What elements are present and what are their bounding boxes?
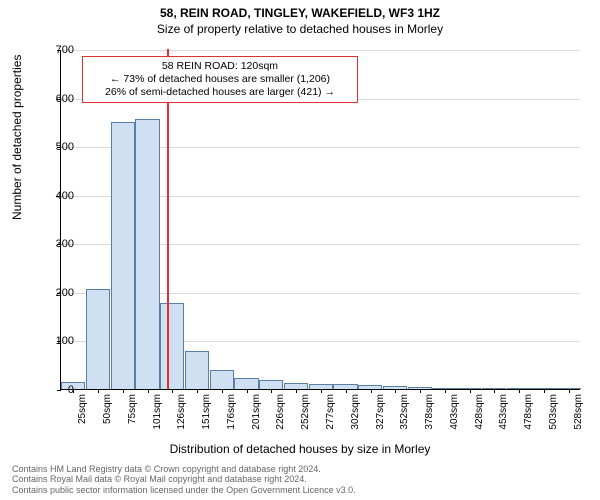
xtick-label: 528sqm (573, 394, 584, 434)
chart-area: 25sqm50sqm75sqm101sqm126sqm151sqm176sqm2… (60, 50, 580, 390)
annotation-box: 58 REIN ROAD: 120sqm ← 73% of detached h… (82, 56, 358, 103)
xtick-mark (296, 389, 297, 393)
footer-line2: Contains Royal Mail data © Royal Mail co… (12, 474, 356, 485)
histogram-bar (86, 289, 110, 389)
histogram-bar (185, 351, 209, 389)
xtick-mark (346, 389, 347, 393)
xtick-label: 252sqm (300, 394, 311, 434)
gridline (61, 50, 580, 51)
xtick-mark (222, 389, 223, 393)
ytick-label: 400 (34, 190, 74, 202)
xtick-mark (445, 389, 446, 393)
xtick-mark (271, 389, 272, 393)
histogram-bar (210, 370, 234, 389)
y-axis-label: Number of detached properties (10, 55, 24, 220)
xtick-label: 403sqm (449, 394, 460, 434)
ytick-label: 500 (34, 141, 74, 153)
x-axis-label: Distribution of detached houses by size … (0, 442, 600, 456)
ytick-label: 700 (34, 44, 74, 56)
footer-line3: Contains public sector information licen… (12, 485, 356, 496)
ytick-label: 200 (34, 287, 74, 299)
footer-line1: Contains HM Land Registry data © Crown c… (12, 464, 356, 475)
xtick-label: 201sqm (251, 394, 262, 434)
histogram-bar (111, 122, 135, 389)
xtick-label: 176sqm (226, 394, 237, 434)
xtick-label: 378sqm (424, 394, 435, 434)
xtick-label: 277sqm (325, 394, 336, 434)
xtick-mark (494, 389, 495, 393)
xtick-label: 302sqm (350, 394, 361, 434)
ytick-label: 0 (34, 384, 74, 396)
histogram-bar (160, 303, 184, 389)
xtick-mark (123, 389, 124, 393)
xtick-mark (544, 389, 545, 393)
xtick-mark (197, 389, 198, 393)
title-address: 58, REIN ROAD, TINGLEY, WAKEFIELD, WF3 1… (0, 6, 600, 20)
xtick-label: 75sqm (127, 394, 138, 434)
histogram-bar (259, 380, 283, 389)
annotation-line2: ← 73% of detached houses are smaller (1,… (89, 73, 351, 86)
xtick-mark (172, 389, 173, 393)
xtick-mark (395, 389, 396, 393)
histogram-bar (234, 378, 258, 389)
xtick-label: 25sqm (77, 394, 88, 434)
title-subtitle: Size of property relative to detached ho… (0, 22, 600, 36)
chart-title-block: 58, REIN ROAD, TINGLEY, WAKEFIELD, WF3 1… (0, 0, 600, 36)
ytick-label: 600 (34, 93, 74, 105)
xtick-label: 478sqm (523, 394, 534, 434)
xtick-mark (321, 389, 322, 393)
xtick-mark (247, 389, 248, 393)
xtick-label: 126sqm (176, 394, 187, 434)
xtick-mark (98, 389, 99, 393)
ytick-label: 300 (34, 238, 74, 250)
xtick-mark (569, 389, 570, 393)
xtick-mark (470, 389, 471, 393)
ytick-label: 100 (34, 335, 74, 347)
xtick-label: 428sqm (474, 394, 485, 434)
xtick-mark (371, 389, 372, 393)
xtick-label: 503sqm (548, 394, 559, 434)
xtick-label: 327sqm (375, 394, 386, 434)
xtick-mark (420, 389, 421, 393)
xtick-label: 151sqm (201, 394, 212, 434)
xtick-mark (148, 389, 149, 393)
annotation-line3: 26% of semi-detached houses are larger (… (89, 86, 351, 99)
footer-attribution: Contains HM Land Registry data © Crown c… (12, 464, 356, 496)
xtick-label: 101sqm (152, 394, 163, 434)
xtick-mark (519, 389, 520, 393)
xtick-label: 352sqm (399, 394, 410, 434)
histogram-bar (135, 119, 159, 389)
annotation-line1: 58 REIN ROAD: 120sqm (89, 60, 351, 73)
xtick-label: 453sqm (498, 394, 509, 434)
xtick-label: 50sqm (102, 394, 113, 434)
xtick-label: 226sqm (275, 394, 286, 434)
